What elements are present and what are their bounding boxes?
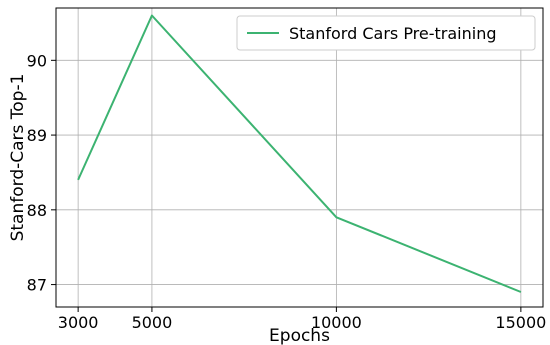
y-tick-label: 87 [27,276,47,295]
series-layer [77,14,522,293]
x-axis-label: Epochs [269,326,330,345]
series-line-0 [77,14,522,293]
y-tick-label: 88 [27,201,47,220]
grid [56,8,543,307]
x-tick-label: 15000 [495,313,546,332]
x-tick-label: 10000 [311,313,362,332]
y-tick-label: 89 [27,126,47,145]
y-tick-label: 90 [27,51,47,70]
plot-frame [55,7,544,308]
ticks: 3000 5000 10000 15000 87 88 89 90 [27,51,547,332]
x-tick-label: 3000 [58,313,99,332]
x-tick-label: 5000 [132,313,173,332]
legend-box [236,15,536,51]
legend: Stanford Cars Pre-training [236,15,536,51]
legend-entry-label: Stanford Cars Pre-training [289,24,497,43]
y-axis-label: Stanford-Cars Top-1 [8,74,28,242]
